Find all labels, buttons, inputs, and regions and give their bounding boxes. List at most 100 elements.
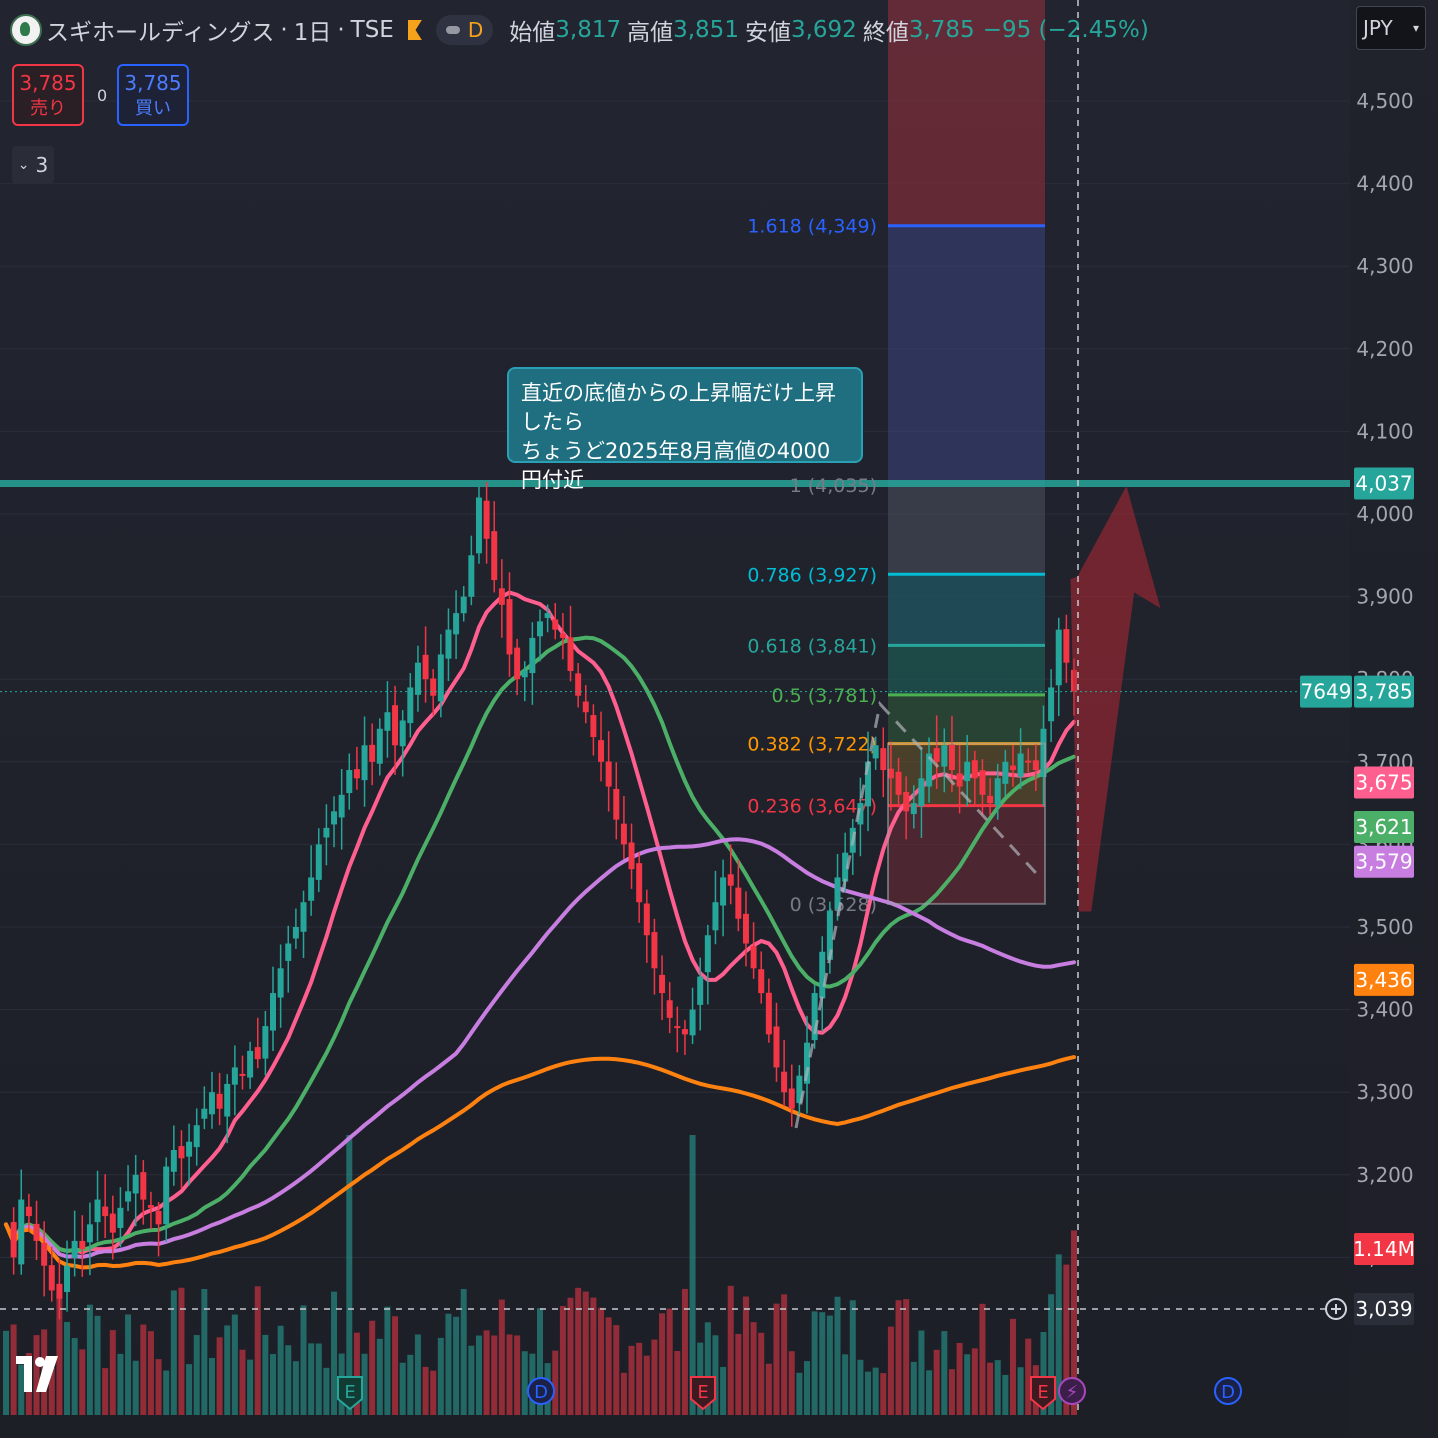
- volume-bar: [956, 1342, 963, 1415]
- candle-body: [674, 1026, 681, 1029]
- candle-body: [86, 1224, 93, 1243]
- candle-body: [430, 678, 437, 696]
- candle-body: [628, 842, 635, 870]
- candle-body: [659, 974, 666, 994]
- volume-bar: [239, 1349, 246, 1415]
- volume-bar: [979, 1303, 986, 1415]
- volume-bar: [842, 1354, 849, 1415]
- flag-icon[interactable]: [407, 20, 422, 40]
- moving-average-line: [4, 590, 1076, 1255]
- tradingview-logo-icon[interactable]: [16, 1356, 58, 1392]
- volume-bar: [361, 1353, 368, 1415]
- dividend-icon: [527, 1377, 555, 1405]
- volume-bar: [1009, 1318, 1016, 1415]
- grid-lines: [0, 100, 1350, 1258]
- volume-bar: [399, 1362, 406, 1415]
- volume-bar: [865, 1371, 872, 1415]
- volume-bar: [170, 1290, 177, 1415]
- volume-bar: [689, 1135, 696, 1415]
- volume-bar: [1025, 1338, 1032, 1415]
- volume-bar: [552, 1350, 559, 1415]
- volume-bar: [300, 1305, 307, 1415]
- candle-body: [819, 951, 826, 999]
- candle-body: [216, 1093, 223, 1109]
- volume-bar: [216, 1337, 223, 1415]
- symbol-header[interactable]: スギホールディングス · 1日 · TSE D 始値 3,817 高値 3,851 …: [10, 8, 1149, 52]
- company-logo-icon: [10, 14, 42, 46]
- volume-bar: [491, 1335, 498, 1415]
- indicators-toggle[interactable]: ⌄ 3: [12, 146, 54, 184]
- sell-button[interactable]: 3,785 売り: [12, 64, 84, 126]
- fibonacci-levels[interactable]: 1.618 (4,349) 1 (4,035) 0.786 (3,927) 0.618…: [747, 216, 1045, 916]
- symbol-name[interactable]: スギホールディングス: [46, 20, 275, 46]
- volume-bar: [559, 1306, 566, 1415]
- upward-arrow[interactable]: [1070, 486, 1161, 912]
- timeframe-pill[interactable]: D: [435, 15, 494, 45]
- axis-tick-label: 4,100: [1356, 419, 1413, 443]
- volume-bar: [430, 1370, 437, 1415]
- candle-body: [384, 712, 391, 731]
- fib-label: 1 (4,035): [790, 475, 877, 497]
- volume-bar: [109, 1330, 116, 1415]
- candle-body: [277, 968, 284, 998]
- volume-bar: [720, 1366, 727, 1415]
- open-label: 始値: [509, 20, 556, 46]
- volume-bar: [880, 1373, 887, 1415]
- volume-bar: [18, 1364, 25, 1415]
- volume-bar: [1048, 1294, 1055, 1415]
- fib-label: 0.236 (3,647): [747, 796, 877, 818]
- exchange: TSE: [350, 17, 394, 43]
- currency-select[interactable]: JPY ▾: [1356, 6, 1426, 50]
- volume-bar: [346, 1135, 353, 1415]
- candle-body: [331, 811, 338, 825]
- dividend-icon: [1214, 1377, 1242, 1405]
- candle-body: [590, 715, 597, 738]
- candle-body: [18, 1199, 25, 1265]
- candle-body: [102, 1206, 109, 1217]
- candle-body: [376, 728, 383, 764]
- volume-bar: [407, 1354, 414, 1415]
- candle-body: [689, 1009, 696, 1036]
- volume-bar: [514, 1335, 521, 1415]
- candle-body: [636, 863, 643, 903]
- volume-bar: [224, 1325, 231, 1415]
- price-tag-label: 3,675: [1355, 770, 1412, 794]
- volume-bar: [506, 1334, 513, 1415]
- fib-zone: [888, 645, 1045, 695]
- volume-bar: [460, 1289, 467, 1415]
- candle-body: [247, 1050, 254, 1078]
- candle-body: [811, 993, 818, 1041]
- candle-body: [926, 753, 933, 787]
- close-value: 3,785: [908, 17, 975, 43]
- volume-bar: [666, 1308, 673, 1415]
- axis-tick-label: 4,500: [1356, 89, 1413, 113]
- event-markers[interactable]: E D E E ⚡ D: [337, 1376, 1242, 1411]
- buy-button[interactable]: 3,785 買い: [117, 64, 189, 126]
- volume-bar: [872, 1367, 879, 1415]
- candle-body: [201, 1108, 208, 1119]
- price-tag-label: 3,039: [1355, 1297, 1412, 1321]
- candle-body: [292, 927, 299, 939]
- lightning-icon: [1058, 1377, 1086, 1405]
- volume-bar: [498, 1299, 505, 1415]
- candle-body: [552, 619, 559, 630]
- annotation-callout[interactable]: 直近の底値からの上昇幅だけ上昇したら ちょうど2025年8月高値の4000円付近: [507, 367, 863, 492]
- volume-bar: [422, 1366, 429, 1415]
- separator: ·: [280, 17, 288, 43]
- fib-label: 0.618 (3,841): [747, 635, 877, 657]
- price-tag-label: 3,785: [1355, 680, 1412, 704]
- candle-body: [598, 740, 605, 762]
- interval[interactable]: 1日: [293, 20, 332, 46]
- candlesticks: [10, 481, 1077, 1320]
- candle-body: [460, 596, 467, 614]
- candle-body: [338, 794, 345, 818]
- event-marker-label: E: [344, 1382, 355, 1403]
- fib-label: 0 (3,528): [790, 894, 877, 916]
- fib-label: 1.618 (4,349): [747, 216, 877, 238]
- candle-body: [651, 932, 658, 969]
- volume-bar: [582, 1291, 589, 1415]
- candle-body: [41, 1242, 48, 1266]
- fib-zone: [888, 574, 1045, 646]
